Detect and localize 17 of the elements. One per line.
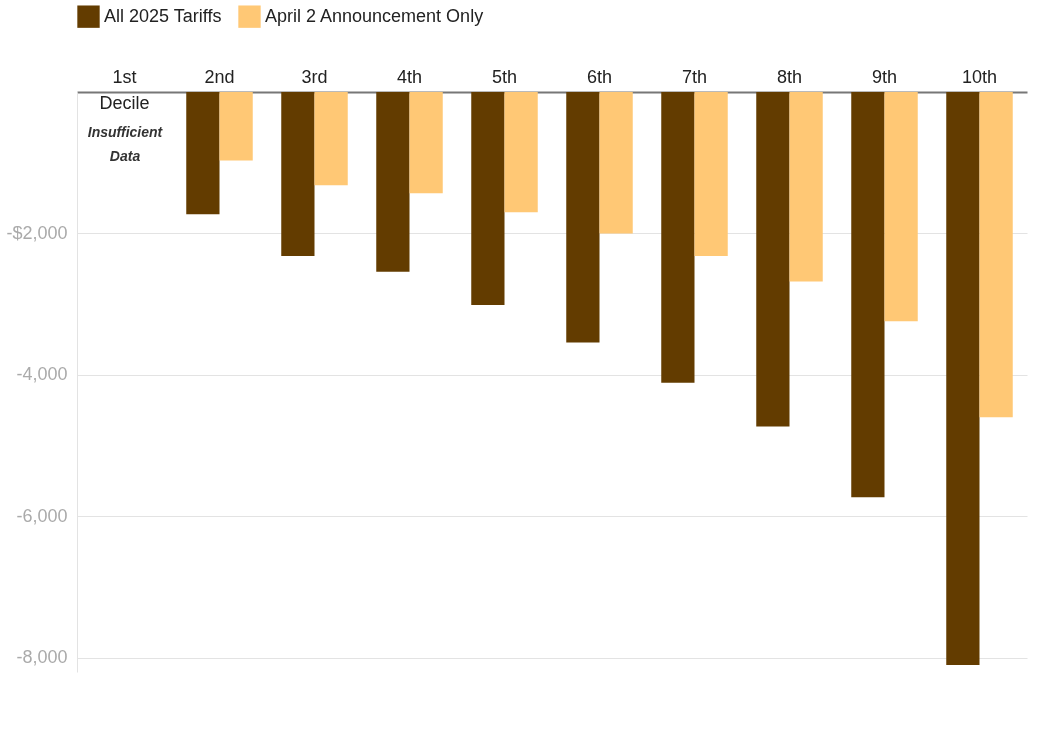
x-tick-label: 7th: [681, 66, 708, 87]
y-tick-label: -6,000: [16, 505, 68, 526]
x-tick-label: 1st Decile: [99, 66, 150, 113]
x-tick-label: 2nd: [204, 66, 235, 87]
legend-label: April 2 Announcement Only: [265, 5, 484, 26]
x-tick-label: 9th: [871, 66, 898, 87]
x-tick-label: 5th: [491, 66, 518, 87]
annotation: Insufficient Data: [87, 124, 164, 164]
x-tick-label: 10th: [961, 66, 998, 87]
x-tick-label: 4th: [396, 66, 423, 87]
x-tick-label: 6th: [586, 66, 613, 87]
y-tick-label: -$2,000: [6, 222, 68, 243]
x-tick-label: 8th: [776, 66, 803, 87]
y-tick-label: -8,000: [16, 647, 68, 668]
x-tick-label: 3rd: [301, 66, 328, 87]
y-tick-label: -4,000: [16, 364, 68, 385]
legend-label: All 2025 Tariffs: [104, 5, 222, 26]
